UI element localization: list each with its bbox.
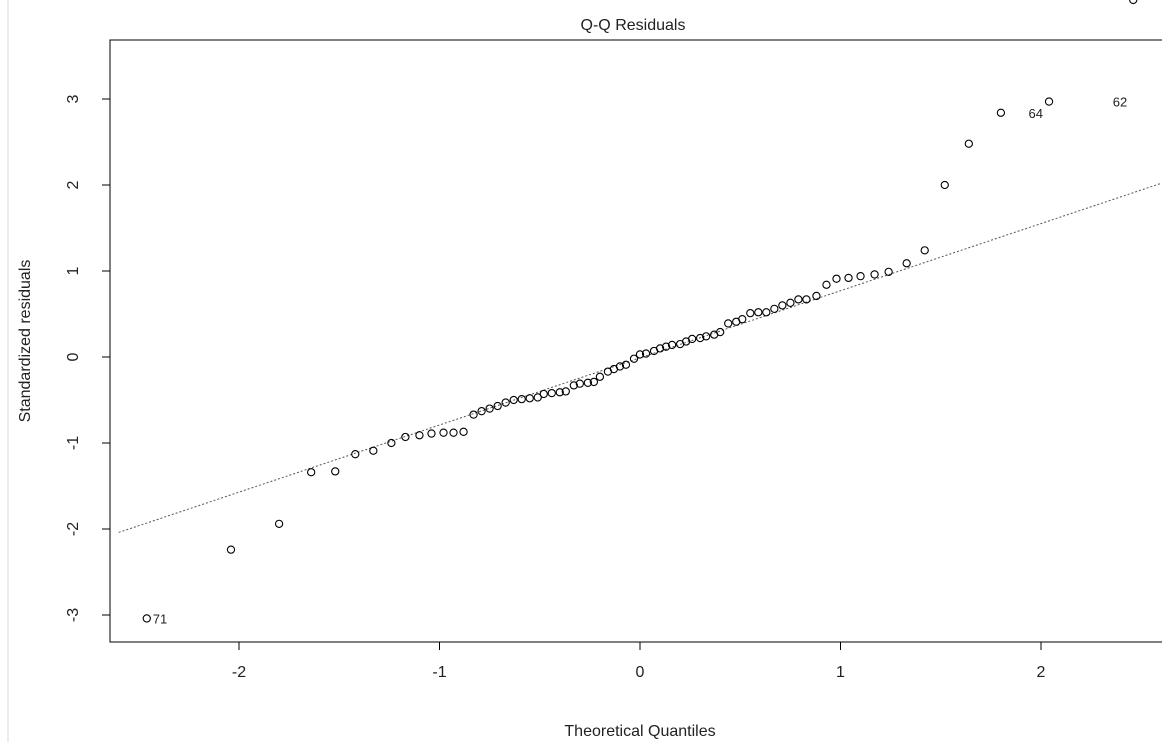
data-point [920,246,929,255]
data-point [555,388,564,397]
data-point [477,407,486,416]
point-label: 71 [153,611,167,626]
data-point [778,301,787,310]
data-point [274,519,284,528]
data-point [940,180,949,190]
data-point [561,387,570,396]
data-point [485,404,494,413]
data-point [415,431,424,440]
data-point [509,395,518,405]
data-point [762,308,771,317]
data-point [786,298,795,307]
data-point [595,372,605,381]
data-point [870,270,879,279]
data-point [794,295,803,304]
data-point [822,280,831,289]
data-point [615,362,625,371]
data-point [142,614,151,623]
x-axis-title: Theoretical Quantiles [564,723,715,740]
x-axis: -2 -1 0 1 2 [232,642,1046,681]
data-point [754,308,763,317]
x-tick-label: -1 [432,664,446,681]
data-point [641,349,651,358]
point-labels-layer: 71 64 62 [153,95,1127,627]
chart-title: Q-Q Residuals [581,17,686,34]
plot-frame [109,39,1162,643]
data-point [687,334,697,344]
data-point [387,438,396,448]
data-point [569,381,578,390]
data-point [964,139,973,148]
y-tick-label: 1 [65,266,82,275]
data-point [844,273,853,283]
y-tick-label: 2 [65,180,82,189]
data-point [459,427,468,436]
data-point [401,432,410,442]
data-point [635,350,645,359]
data-point [629,354,639,363]
data-point [1044,97,1054,106]
data-point [884,267,893,277]
data-point [331,467,340,476]
x-tick-label: 0 [636,664,645,681]
data-point [716,327,725,337]
data-point [547,388,556,398]
data-point [770,304,779,313]
points-layer [142,0,1138,623]
data-point [427,429,436,438]
data-point [583,378,593,387]
y-axis-title: Standardized residuals [17,260,34,423]
x-tick-label: 2 [1037,664,1046,681]
data-point [449,428,458,437]
data-point [724,319,733,328]
x-tick-label: 1 [836,664,845,681]
y-tick-label: 0 [65,352,82,361]
data-point [493,401,502,411]
y-tick-label: -2 [65,522,82,536]
data-point [738,315,747,324]
y-tick-label: -3 [65,608,82,622]
data-point [469,410,478,419]
data-point [525,394,534,403]
data-point [539,389,548,399]
data-point [746,308,755,318]
data-point [667,340,677,350]
y-tick-label: 3 [65,94,82,103]
data-point [533,393,542,402]
data-point [996,108,1006,117]
data-point [351,450,360,459]
data-point [696,333,705,343]
point-label: 62 [1113,95,1127,110]
data-point [621,360,631,369]
data-point [369,446,378,455]
data-point [517,394,526,404]
data-point [856,272,865,281]
data-point [439,428,448,437]
data-point [501,398,510,407]
data-point [832,274,841,283]
point-label: 64 [1029,106,1043,121]
data-point [655,344,665,353]
data-point [1129,0,1138,5]
data-point [902,259,911,268]
data-point [575,379,584,388]
y-axis: -3 -2 -1 0 1 2 3 [65,94,110,622]
data-point [589,377,599,387]
data-point [661,342,671,351]
data-point [802,295,811,304]
data-point [226,545,236,554]
data-point [307,468,316,477]
data-point [812,291,821,301]
x-tick-label: -2 [232,664,246,681]
data-point [702,332,711,341]
y-tick-label: -1 [65,436,82,450]
